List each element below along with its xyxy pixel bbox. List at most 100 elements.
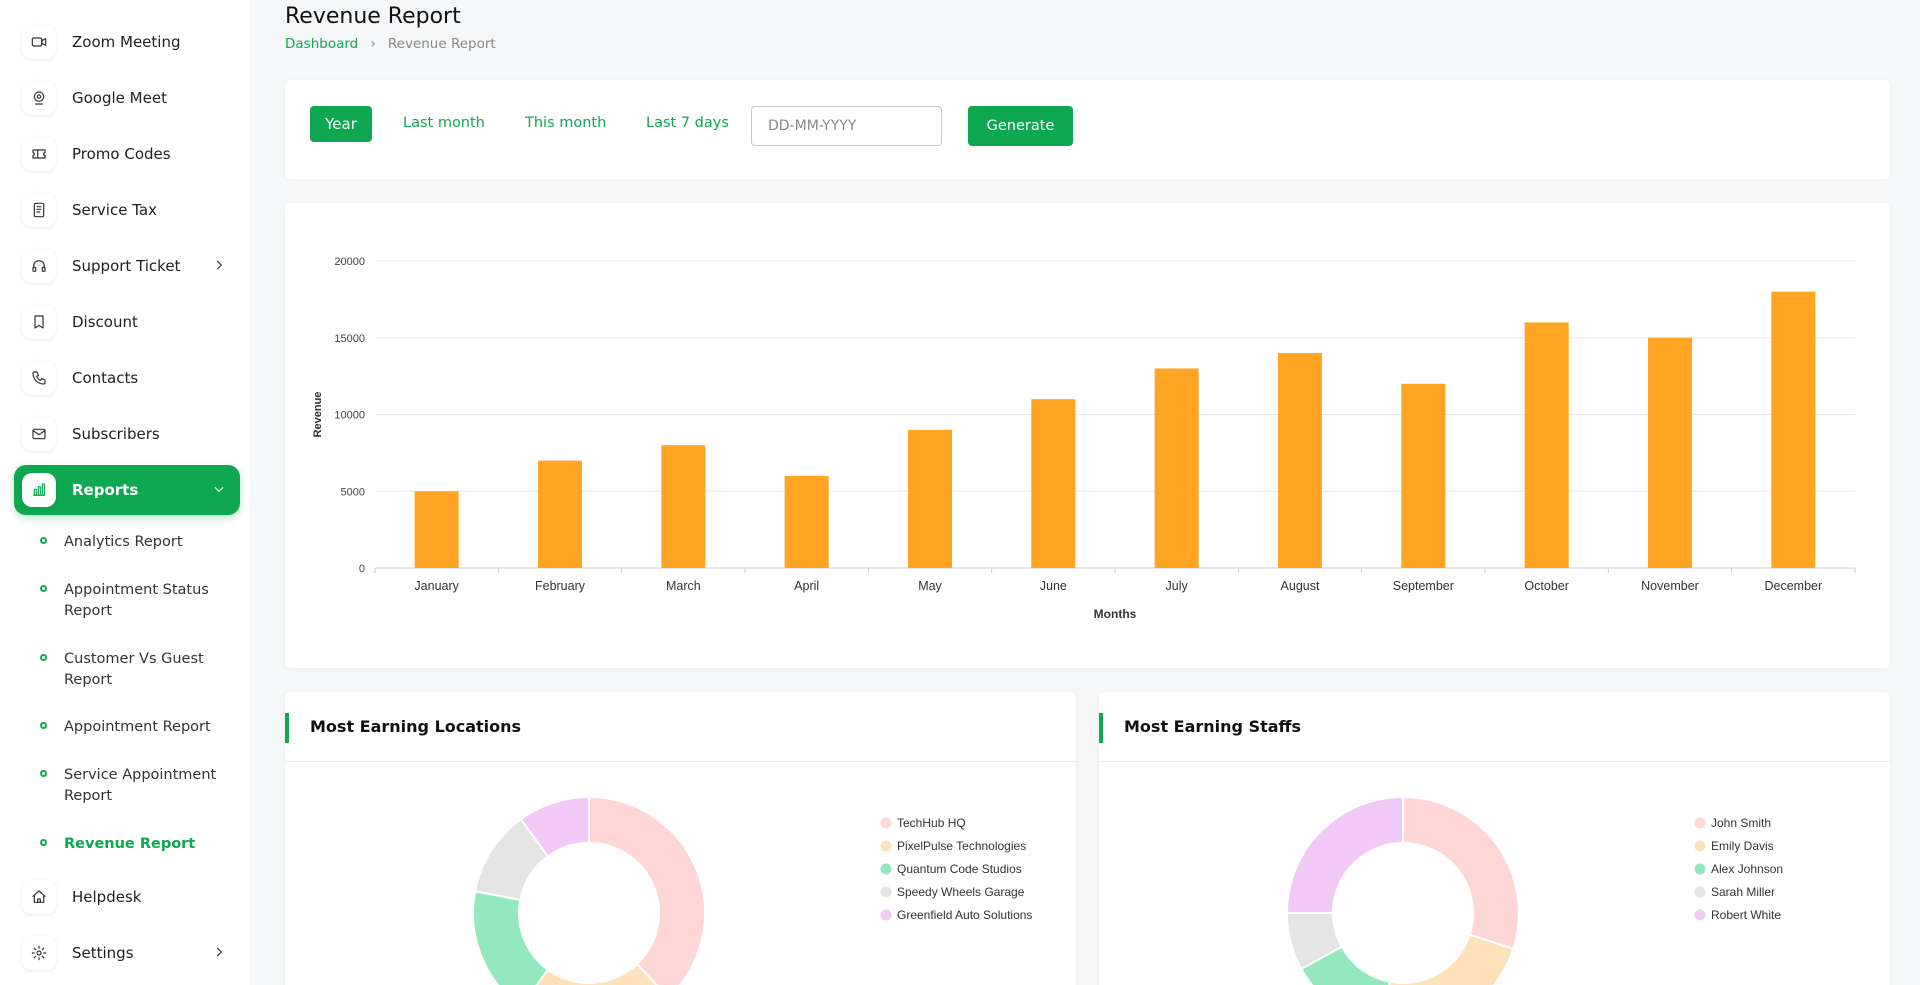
breadcrumb-dashboard-link[interactable]: Dashboard — [285, 36, 359, 52]
this-month-filter[interactable]: This month — [525, 115, 607, 131]
video-icon — [22, 25, 56, 59]
sidebar-item-label: Reports — [72, 481, 139, 499]
y-tick-label: 10000 — [334, 410, 365, 422]
generate-button[interactable]: Generate — [968, 106, 1073, 146]
sidebar-subitem-label: Service Appointment Report — [64, 767, 217, 804]
staffs-donut-chart: John Smith Emily Davis Alex Johnson Sarah M… — [1285, 795, 1783, 985]
date-input[interactable] — [751, 106, 942, 146]
sidebar-item-label: Helpdesk — [72, 888, 142, 906]
sidebar-item-google-meet[interactable]: Google Meet — [14, 73, 240, 123]
legend-swatch — [1694, 863, 1706, 875]
y-tick-label: 5000 — [341, 486, 365, 498]
x-tick-label: March — [666, 579, 701, 593]
home-icon — [22, 880, 56, 914]
sidebar-item-support-ticket[interactable]: Support Ticket — [14, 241, 240, 291]
bar-february — [538, 460, 582, 568]
y-tick-label: 0 — [359, 563, 365, 575]
sidebar-item-subscribers[interactable]: Subscribers — [14, 409, 240, 459]
card-title: Most Earning Staffs — [1124, 717, 1302, 736]
bullet-icon — [40, 537, 47, 544]
legend-label: Robert White — [1711, 908, 1781, 922]
sidebar-item-label: Promo Codes — [72, 145, 171, 163]
bullet-icon — [40, 585, 47, 592]
sidebar-item-settings[interactable]: Settings — [14, 928, 240, 978]
sidebar-subitem-revenue-report[interactable]: Revenue Report — [40, 834, 240, 855]
bar-december — [1771, 291, 1816, 568]
sidebar-item-zoom-meeting[interactable]: Zoom Meeting — [14, 17, 240, 67]
sidebar-item-contacts[interactable]: Contacts — [14, 353, 240, 403]
legend-swatch — [880, 863, 892, 875]
bar-april — [784, 475, 829, 568]
sidebar-item-reports[interactable]: Reports — [14, 465, 240, 515]
legend-swatch — [880, 909, 892, 921]
chevron-right-icon — [212, 258, 226, 272]
last-month-filter[interactable]: Last month — [403, 115, 485, 131]
x-tick-label: June — [1040, 579, 1067, 593]
legend-label: John Smith — [1711, 816, 1771, 830]
legend-label: Emily Davis — [1711, 839, 1774, 853]
sidebar-subitem-appointment-status-report[interactable]: Appointment Status Report — [40, 580, 240, 622]
legend-swatch — [880, 886, 892, 898]
x-axis-label: Months — [1094, 607, 1137, 621]
bar-september — [1401, 383, 1446, 568]
sidebar-subitem-analytics-report[interactable]: Analytics Report — [40, 532, 240, 553]
x-tick-label: May — [918, 579, 942, 593]
sidebar-subitem-label: Appointment Report — [64, 719, 211, 735]
sidebar-item-discount[interactable]: Discount — [14, 297, 240, 347]
sidebar-subitem-label: Customer Vs Guest Report — [64, 651, 204, 688]
sidebar-item-service-tax[interactable]: Service Tax — [14, 185, 240, 235]
sidebar-subitem-service-appointment-report[interactable]: Service Appointment Report — [40, 765, 240, 807]
bar-march — [661, 445, 706, 568]
x-tick-label: January — [414, 579, 459, 593]
sidebar: Zoom Meeting Google Meet Promo Codes Ser… — [0, 0, 250, 985]
legend-label: Sarah Miller — [1711, 885, 1775, 899]
legend-swatch — [1694, 817, 1706, 829]
sidebar-item-label: Zoom Meeting — [72, 33, 181, 51]
bullet-icon — [40, 722, 47, 729]
page-title: Revenue Report — [285, 4, 461, 29]
chevron-right-icon: › — [370, 36, 376, 52]
legend-label: Alex Johnson — [1711, 862, 1783, 876]
x-tick-label: September — [1393, 579, 1454, 593]
legend-swatch — [880, 840, 892, 852]
year-filter-button[interactable]: Year — [310, 106, 372, 142]
breadcrumb: Dashboard › Revenue Report — [285, 36, 496, 52]
sidebar-subitem-appointment-report[interactable]: Appointment Report — [40, 717, 240, 738]
sidebar-item-label: Google Meet — [72, 89, 167, 107]
legend-swatch — [1694, 886, 1706, 898]
slice-john-smith — [1402, 795, 1520, 951]
card-header: Most Earning Staffs — [1099, 692, 1890, 762]
sidebar-item-label: Service Tax — [72, 201, 157, 219]
sidebar-item-label: Discount — [72, 313, 138, 331]
sidebar-subitem-customer-vs-guest-report[interactable]: Customer Vs Guest Report — [40, 649, 240, 691]
slice-techhub-hq — [588, 795, 706, 985]
bullet-icon — [40, 654, 47, 661]
legend-swatch — [1694, 909, 1706, 921]
bar-october — [1524, 322, 1569, 568]
last-7-days-filter[interactable]: Last 7 days — [646, 115, 729, 131]
bar-august — [1278, 353, 1322, 568]
slice-emily-davis — [1388, 933, 1515, 985]
breadcrumb-current: Revenue Report — [387, 36, 496, 52]
revenue-bar-chart: 0 5000 10000 15000 20000 January February March… — [312, 256, 1856, 621]
ticket-icon — [22, 137, 56, 171]
bar-may — [908, 429, 952, 568]
x-tick-label: February — [535, 579, 586, 593]
sidebar-item-label: Support Ticket — [72, 257, 181, 275]
revenue-chart-card: 0 5000 10000 15000 20000 January February March… — [285, 203, 1890, 668]
sidebar-item-label: Subscribers — [72, 425, 160, 443]
legend-swatch — [880, 817, 892, 829]
sidebar-subitem-label: Revenue Report — [64, 836, 196, 852]
sidebar-item-promo-codes[interactable]: Promo Codes — [14, 129, 240, 179]
bar-chart-icon — [22, 473, 56, 507]
sidebar-item-label: Settings — [72, 944, 134, 962]
y-tick-label: 20000 — [334, 256, 365, 268]
card-header: Most Earning Locations — [285, 692, 1076, 762]
bookmark-icon — [22, 305, 56, 339]
sidebar-subitem-label: Analytics Report — [64, 534, 183, 550]
legend-label: PixelPulse Technologies — [897, 839, 1026, 853]
sidebar-item-helpdesk[interactable]: Helpdesk — [14, 872, 240, 922]
locations-donut-chart: TechHub HQ PixelPulse Technologies Quantum… — [472, 795, 1032, 985]
receipt-icon — [22, 193, 56, 227]
chevron-right-icon — [212, 945, 226, 959]
